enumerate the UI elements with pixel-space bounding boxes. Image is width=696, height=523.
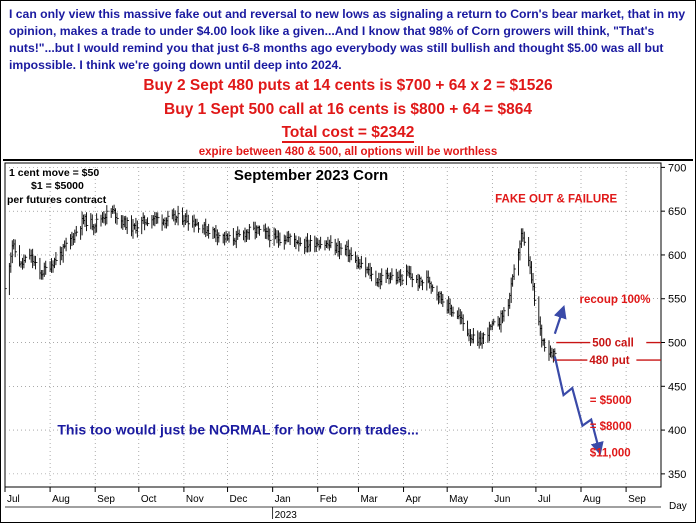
- level-label-bg: [590, 334, 647, 348]
- x-axis: Jul Aug Sep Oct Nov Dec Jan Feb Mar Apr May Jun Jul A…: [4, 487, 687, 521]
- x-tick-label: Apr: [406, 494, 422, 505]
- level-label: 480 put: [589, 355, 629, 367]
- grid-lines: [4, 162, 662, 488]
- trade-line-call: Buy 1 Sept 500 call at 16 cents is $800 …: [164, 101, 532, 118]
- x-tick-label: Jul: [7, 494, 20, 505]
- profit-8000-label: = $8000: [590, 421, 632, 433]
- x-tick-label: Dec: [230, 494, 248, 505]
- x-tick-label: Aug: [583, 494, 601, 505]
- level-label-bg: [587, 352, 637, 366]
- x-tick-label: Aug: [52, 494, 70, 505]
- projection-down-arrow: [553, 356, 604, 456]
- x-tick-label: Oct: [141, 494, 157, 505]
- x-tick-label: Nov: [186, 494, 204, 505]
- projection-arrows: [553, 304, 604, 456]
- x-tick-label: Feb: [320, 494, 338, 505]
- y-tick-label: 650: [668, 206, 686, 218]
- expire-note: expire between 480 & 500, all options wi…: [198, 146, 498, 158]
- trade-line-puts: Buy 2 Sept 480 puts at 14 cents is $700 …: [143, 77, 553, 94]
- projection-up-arrow: [553, 304, 567, 335]
- y-tick-label: 550: [668, 294, 686, 306]
- y-tick-label: 450: [668, 381, 686, 393]
- total-cost-line: Total cost = $2342: [3, 124, 693, 143]
- commentary-text: I can only view this massive fake out an…: [9, 7, 686, 72]
- x-tick-label: Sep: [97, 494, 115, 505]
- x-unit-label: Day: [669, 501, 687, 512]
- price-chart: 500 call 480 put FAKE OUT & FAILURE recoup…: [4, 162, 687, 521]
- profit-11000-label: $11,000: [590, 447, 631, 459]
- y-tick-label: 600: [668, 250, 686, 262]
- x-tick-label: Mar: [360, 494, 378, 505]
- y-axis: 350 400 450 500 550 600 650 700: [661, 162, 686, 481]
- level-label: 500 call: [592, 338, 634, 350]
- x-tick-label: May: [449, 494, 468, 505]
- profit-5000-label: = $5000: [590, 395, 632, 407]
- note-per-contract: per futures contract: [7, 194, 107, 206]
- recoup-label: recoup 100%: [580, 294, 651, 306]
- chart-annotations: FAKE OUT & FAILURE recoup 100% = $5000 = $8…: [57, 193, 650, 459]
- x-tick-label: Jan: [275, 494, 291, 505]
- plot-border: [4, 162, 662, 488]
- y-tick-label: 350: [668, 469, 686, 481]
- normal-trade-note: This too would just be NORMAL for how Co…: [57, 421, 418, 437]
- fake-out-label: FAKE OUT & FAILURE: [495, 193, 617, 205]
- y-tick-label: 500: [668, 338, 686, 350]
- x-tick-label: Jul: [538, 494, 551, 505]
- total-cost-text: Total cost = $2342: [281, 124, 415, 143]
- y-tick-label: 400: [668, 425, 686, 437]
- option-levels: 500 call 480 put: [553, 334, 661, 367]
- note-dollar-value: $1 = $5000: [31, 180, 84, 192]
- y-tick-label: 700: [668, 162, 686, 174]
- x-tick-label: Jun: [494, 494, 510, 505]
- price-bars: [4, 204, 557, 363]
- x-tick-label: Sep: [628, 494, 646, 505]
- x-year-label: 2023: [275, 510, 298, 521]
- chart-title: September 2023 Corn: [234, 167, 388, 184]
- note-cent-move: 1 cent move = $50: [9, 167, 99, 179]
- commentary-header: I can only view this massive fake out an…: [3, 3, 693, 161]
